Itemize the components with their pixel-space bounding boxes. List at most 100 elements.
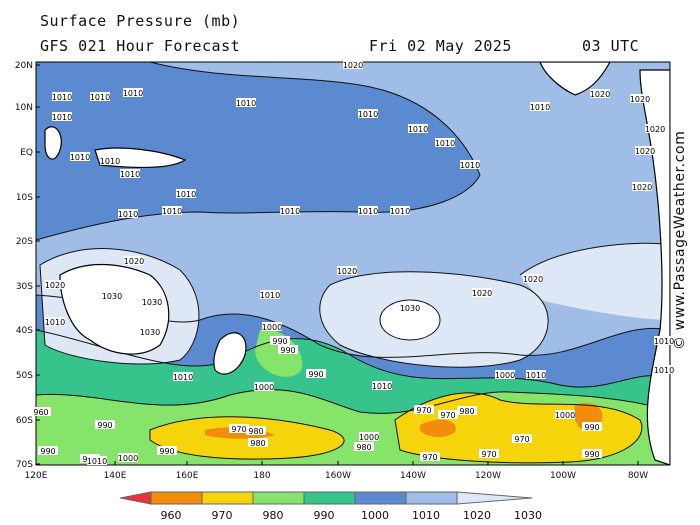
contour-label: 980: [457, 406, 477, 416]
svg-text:1010: 1010: [100, 157, 120, 166]
contour-label: 960: [31, 407, 51, 417]
contour-label: 990: [157, 446, 177, 456]
contour-label: 1010: [390, 206, 410, 216]
contour-label: 1020: [343, 60, 363, 70]
svg-text:1010: 1010: [372, 382, 392, 391]
forecast-label: GFS 021 Hour Forecast: [40, 37, 241, 55]
svg-text:1010: 1010: [236, 99, 256, 108]
svg-text:990: 990: [308, 370, 323, 379]
svg-text:970: 970: [481, 450, 496, 459]
contour-label: 1010: [118, 209, 138, 219]
svg-text:1000: 1000: [254, 383, 274, 392]
colorbar-label: 1020: [463, 509, 491, 522]
svg-text:1010: 1010: [87, 457, 107, 466]
contour-label: 1000: [495, 370, 515, 380]
band-1020-east: [520, 243, 670, 320]
contour-label: 1010: [460, 160, 480, 170]
svg-text:980: 980: [250, 439, 265, 448]
contour-label: 970: [420, 452, 440, 462]
contour-label: 970: [479, 449, 499, 459]
band-tropical: [36, 62, 480, 240]
svg-text:1030: 1030: [142, 298, 162, 307]
svg-text:990: 990: [159, 447, 174, 456]
colorbar-segment: [201, 491, 254, 505]
svg-text:1030: 1030: [102, 292, 122, 301]
svg-text:980: 980: [356, 443, 371, 452]
borneo: [44, 126, 62, 160]
svg-text:1020: 1020: [124, 257, 144, 266]
contour-label: 1020: [645, 124, 665, 134]
contour-label: 1010: [654, 365, 674, 375]
svg-text:1020: 1020: [343, 61, 363, 70]
new-zealand: [213, 332, 247, 375]
contour-label: 1010: [90, 92, 110, 102]
svg-text:1010: 1010: [260, 291, 280, 300]
svg-text:1010: 1010: [358, 207, 378, 216]
contour-label: 1010: [435, 138, 455, 148]
contour-label: 1020: [635, 146, 655, 156]
svg-text:990: 990: [280, 346, 295, 355]
contour-label: 1010: [408, 124, 428, 134]
svg-text:1020: 1020: [645, 125, 665, 134]
contour-label: 1010: [526, 370, 546, 380]
contour-label: 1010: [176, 189, 196, 199]
svg-text:990: 990: [97, 421, 112, 430]
contour-label: 1000: [118, 453, 138, 463]
lon-label: 140W: [400, 471, 426, 481]
colorbar-label: 980: [263, 509, 284, 522]
pressure-colorbar: 960 970 980 990 1000 1010 1020 1030: [119, 491, 542, 522]
lon-label: 120E: [25, 471, 48, 481]
contour-label: 1010: [372, 381, 392, 391]
svg-text:1010: 1010: [654, 366, 674, 375]
svg-text:970: 970: [422, 453, 437, 462]
contour-label: 980: [246, 426, 266, 436]
map-title: Surface Pressure (mb): [40, 12, 241, 30]
contour-label: 1020: [124, 256, 144, 266]
contour-label: 990: [582, 422, 602, 432]
svg-text:1010: 1010: [120, 170, 140, 179]
lon-label: 160W: [325, 471, 351, 481]
contour-label: 1030: [102, 291, 122, 301]
contour-label: 970: [438, 410, 458, 420]
svg-text:990: 990: [584, 450, 599, 459]
svg-text:1010: 1010: [435, 139, 455, 148]
colorbar-segment: [150, 491, 203, 505]
lat-label: 20S: [16, 237, 33, 247]
svg-text:1020: 1020: [337, 267, 357, 276]
contour-label: 1000: [555, 410, 575, 420]
contour-label: 970: [229, 424, 249, 434]
svg-text:1010: 1010: [460, 161, 480, 170]
colorbar-label: 1030: [514, 509, 542, 522]
contour-label: 990: [582, 449, 602, 459]
forecast-time: 03 UTC: [582, 37, 640, 55]
band-960-b: [420, 419, 456, 438]
svg-text:1000: 1000: [262, 323, 282, 332]
contour-label: 1000: [359, 432, 379, 442]
svg-text:970: 970: [231, 425, 246, 434]
contour-label: 1010: [52, 92, 72, 102]
colorbar-label: 990: [314, 509, 335, 522]
contour-label: 1010: [280, 206, 300, 216]
colorbar-label: 1010: [412, 509, 440, 522]
contour-label: 1010: [45, 317, 65, 327]
contour-label: 1010: [162, 206, 182, 216]
svg-text:1020: 1020: [590, 90, 610, 99]
svg-text:990: 990: [584, 423, 599, 432]
svg-text:1010: 1010: [118, 210, 138, 219]
svg-text:1010: 1010: [45, 318, 65, 327]
latitude-axis: 20N 10N EQ 10S 20S 30S 40S 50S 60S 70S: [15, 61, 40, 470]
svg-text:1010: 1010: [52, 93, 72, 102]
contour-label: 990: [38, 446, 58, 456]
contour-label: 1030: [400, 303, 420, 313]
svg-text:1000: 1000: [495, 371, 515, 380]
svg-text:970: 970: [440, 411, 455, 420]
contour-label: 1020: [590, 89, 610, 99]
svg-text:970: 970: [514, 435, 529, 444]
svg-text:1030: 1030: [140, 328, 160, 337]
contour-label: 1010: [173, 372, 193, 382]
contour-label: 1010: [52, 112, 72, 122]
contour-label: 990: [306, 369, 326, 379]
svg-text:1010: 1010: [390, 207, 410, 216]
svg-text:1000: 1000: [118, 454, 138, 463]
